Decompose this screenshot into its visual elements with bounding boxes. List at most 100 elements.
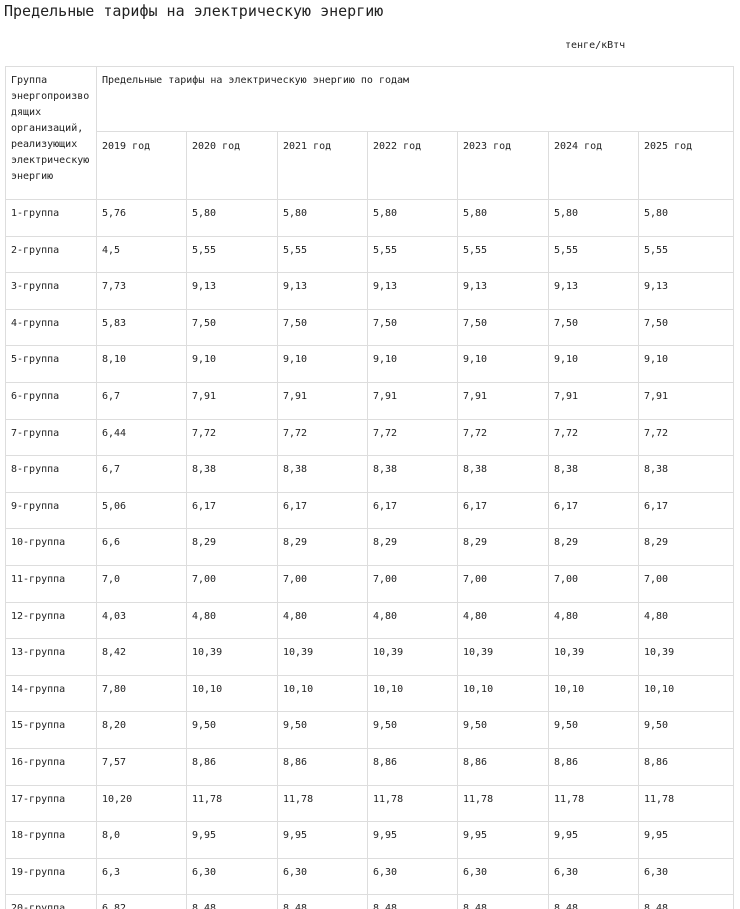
data-row: 18-группа 8,0 9,95 9,95 9,95 9,95 9,95 9,95: [5, 821, 735, 859]
tariff-cell: 10,10: [186, 674, 278, 713]
data-row: 5-группа 8,10 9,10 9,10 9,10 9,10 9,10 9,10: [5, 345, 735, 383]
group-label: 1-группа: [5, 199, 97, 237]
tariff-cell: 6,17: [457, 491, 549, 530]
tariff-cell: 7,80: [96, 674, 187, 713]
tariff-cell: 7,72: [186, 418, 278, 457]
tariff-cell: 9,10: [457, 345, 549, 383]
tariff-cell: 7,00: [637, 564, 735, 603]
data-row: 1-группа 5,76 5,80 5,80 5,80 5,80 5,80 5,80: [5, 199, 735, 237]
tariff-cell: 9,50: [277, 711, 368, 749]
tariff-cell: 8,48: [457, 894, 549, 909]
tariff-cell: 9,50: [637, 711, 735, 749]
tariff-cell: 9,10: [637, 345, 735, 383]
data-row: 8-группа 6,7 8,38 8,38 8,38 8,38 8,38 8,38: [5, 455, 735, 493]
tariff-cell: 10,39: [186, 638, 278, 676]
tariff-cell: 8,38: [548, 455, 639, 493]
tariff-cell: 6,7: [96, 381, 187, 420]
tariff-cell: 10,10: [457, 674, 549, 713]
tariff-cell: 9,13: [186, 272, 278, 310]
unit-label: тенге/кВтч: [565, 40, 626, 51]
data-row: 11-группа 7,0 7,00 7,00 7,00 7,00 7,00 7,00: [5, 564, 735, 603]
page-title: Предельные тарифы на электрическую энерг…: [4, 2, 384, 20]
tariff-cell: 4,80: [637, 601, 735, 640]
data-row: 17-группа 10,20 11,78 11,78 11,78 11,78 11,78 1…: [5, 784, 735, 823]
tariff-cell: 10,39: [277, 638, 368, 676]
tariff-cell: 8,42: [96, 638, 187, 676]
group-label: 14-группа: [5, 674, 97, 713]
tariff-cell: 5,83: [96, 308, 187, 347]
tariff-cell: 7,72: [367, 418, 458, 457]
tariff-cell: 11,78: [637, 784, 735, 823]
tariff-cell: 8,20: [96, 711, 187, 749]
tariff-cell: 9,10: [277, 345, 368, 383]
year-header: 2022 год: [367, 131, 458, 200]
tariff-cell: 11,78: [277, 784, 368, 823]
tariff-cell: 5,80: [367, 199, 458, 237]
data-row: 4-группа 5,83 7,50 7,50 7,50 7,50 7,50 7,50: [5, 308, 735, 347]
tariff-cell: 7,91: [548, 381, 639, 420]
tariff-cell: 7,91: [637, 381, 735, 420]
tariff-cell: 8,29: [277, 528, 368, 566]
tariff-cell: 8,29: [367, 528, 458, 566]
data-row: 13-группа 8,42 10,39 10,39 10,39 10,39 10,39 10…: [5, 638, 735, 676]
group-label: 17-группа: [5, 784, 97, 823]
tariff-cell: 7,00: [186, 564, 278, 603]
span-header: Предельные тарифы на электрическую энерг…: [95, 66, 735, 132]
year-header: 2024 год: [548, 131, 639, 200]
tariff-cell: 4,80: [277, 601, 368, 640]
tariff-cell: 5,80: [548, 199, 639, 237]
tariff-cell: 7,00: [277, 564, 368, 603]
tariff-cell: 4,80: [186, 601, 278, 640]
tariff-cell: 4,80: [367, 601, 458, 640]
tariff-cell: 5,80: [277, 199, 368, 237]
tariff-table: Группа энергопроизводящих организаций, р…: [5, 66, 735, 909]
tariff-cell: 7,91: [186, 381, 278, 420]
tariff-cell: 8,29: [186, 528, 278, 566]
tariff-cell: 9,95: [637, 821, 735, 859]
group-label: 20-группа: [5, 894, 97, 909]
tariff-cell: 9,50: [548, 711, 639, 749]
tariff-cell: 8,38: [637, 455, 735, 493]
tariff-cell: 6,3: [96, 857, 187, 896]
tariff-cell: 7,00: [367, 564, 458, 603]
data-row: 19-группа 6,3 6,30 6,30 6,30 6,30 6,30 6,30: [5, 857, 735, 896]
tariff-cell: 9,95: [277, 821, 368, 859]
tariff-cell: 8,38: [367, 455, 458, 493]
tariff-cell: 7,72: [637, 418, 735, 457]
tariff-cell: 6,30: [186, 857, 278, 896]
data-row: 16-группа 7,57 8,86 8,86 8,86 8,86 8,86 8,86: [5, 747, 735, 786]
tariff-cell: 8,48: [186, 894, 278, 909]
group-label: 19-группа: [5, 857, 97, 896]
group-label: 2-группа: [5, 235, 97, 274]
tariff-cell: 6,30: [637, 857, 735, 896]
tariff-cell: 6,6: [96, 528, 187, 566]
tariff-cell: 9,95: [367, 821, 458, 859]
tariff-cell: 9,10: [548, 345, 639, 383]
group-label: 13-группа: [5, 638, 97, 676]
tariff-cell: 9,13: [457, 272, 549, 310]
tariff-cell: 6,30: [457, 857, 549, 896]
year-header: 2020 год: [186, 131, 278, 200]
group-label: 8-группа: [5, 455, 97, 493]
data-row: 2-группа 4,5 5,55 5,55 5,55 5,55 5,55 5,55: [5, 235, 735, 274]
group-label: 11-группа: [5, 564, 97, 603]
tariff-cell: 8,86: [367, 747, 458, 786]
tariff-cell: 7,72: [277, 418, 368, 457]
tariff-cell: 9,50: [367, 711, 458, 749]
tariff-cell: 10,20: [96, 784, 187, 823]
tariff-cell: 7,57: [96, 747, 187, 786]
data-row: 20-группа 6,82 8,48 8,48 8,48 8,48 8,48 8,48: [5, 894, 735, 909]
tariff-cell: 9,10: [367, 345, 458, 383]
tariff-cell: 7,91: [457, 381, 549, 420]
tariff-cell: 10,39: [457, 638, 549, 676]
group-label: 18-группа: [5, 821, 97, 859]
tariff-cell: 9,13: [277, 272, 368, 310]
tariff-cell: 10,10: [277, 674, 368, 713]
tariff-cell: 7,0: [96, 564, 187, 603]
tariff-cell: 6,17: [367, 491, 458, 530]
tariff-cell: 8,0: [96, 821, 187, 859]
tariff-cell: 8,48: [367, 894, 458, 909]
tariff-cell: 5,55: [186, 235, 278, 274]
tariff-cell: 7,72: [548, 418, 639, 457]
tariff-cell: 6,7: [96, 455, 187, 493]
